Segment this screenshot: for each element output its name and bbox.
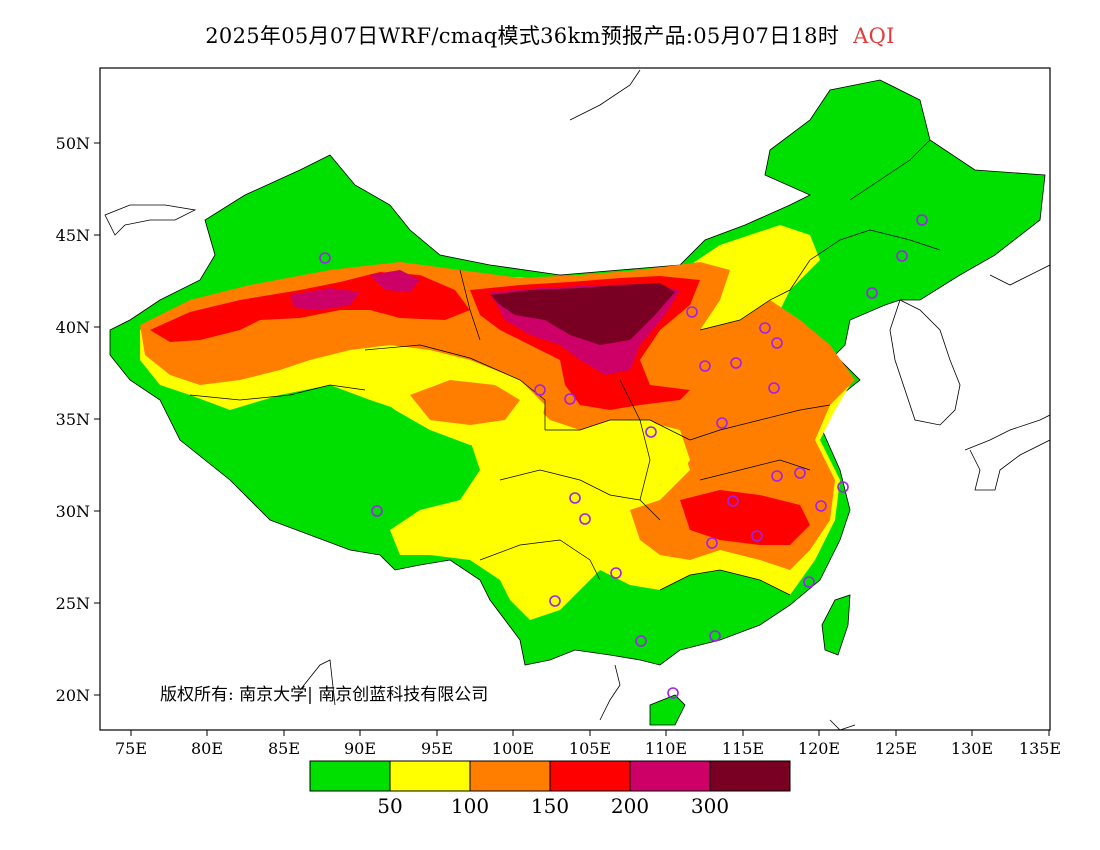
- station-marker: [706, 537, 718, 549]
- station-marker: [564, 393, 576, 405]
- taiwan-island: [821, 594, 851, 656]
- lon-tick-label: 85E: [268, 739, 300, 758]
- station-marker: [709, 630, 721, 642]
- station-marker: [730, 357, 742, 369]
- legend-label: 200: [611, 794, 649, 818]
- aqi-zone-orange-inner: [410, 380, 520, 425]
- lon-tick-label: 100E: [492, 739, 534, 758]
- legend-swatch-red: [549, 760, 631, 792]
- station-marker: [569, 492, 581, 504]
- map-area: [104, 69, 1050, 730]
- lon-tick-label: 75E: [115, 739, 147, 758]
- aqi-zone-orange: [140, 262, 855, 570]
- lon-tick-labels: 75E 80E 85E 90E 95E 100E 105E 110E 115E …: [115, 739, 1061, 758]
- lon-tick-label: 125E: [875, 739, 917, 758]
- aqi-zone-yellow-central: [590, 420, 690, 500]
- lon-tick-label: 110E: [645, 739, 687, 758]
- neighbor-coastlines: [104, 69, 1050, 730]
- lon-tick-label: 130E: [951, 739, 993, 758]
- title-main: 2025年05月07日WRF/cmaq模式36km预报产品:05月07日18时: [205, 24, 840, 48]
- legend-label: 150: [531, 794, 569, 818]
- map-title: 2025年05月07日WRF/cmaq模式36km预报产品:05月07日18时 A…: [0, 20, 1100, 50]
- station-marker: [794, 467, 806, 479]
- station-marker: [803, 576, 815, 588]
- lat-tick-label: 45N: [56, 226, 90, 245]
- legend-label: 50: [377, 794, 402, 818]
- legend-swatch-orange: [469, 760, 551, 792]
- legend-label: 100: [451, 794, 489, 818]
- station-marker: [837, 481, 849, 493]
- station-marker: [319, 252, 331, 264]
- hainan-island: [649, 694, 686, 726]
- aqi-zone-maroon: [490, 283, 675, 345]
- station-marker: [645, 426, 657, 438]
- lat-tick-label: 35N: [56, 410, 90, 429]
- legend-swatch-yellow: [389, 760, 471, 792]
- station-marker: [549, 595, 561, 607]
- station-marker: [771, 470, 783, 482]
- legend-swatch-purple: [629, 760, 711, 792]
- station-marker: [686, 306, 698, 318]
- lat-tick-label: 30N: [56, 502, 90, 521]
- lon-tick-marks: [130, 730, 1050, 736]
- station-marker: [579, 513, 591, 525]
- station-marker: [667, 687, 679, 699]
- station-marker: [759, 322, 771, 334]
- station-marker: [727, 495, 739, 507]
- lon-tick-label: 115E: [722, 739, 764, 758]
- map-frame: [99, 67, 1051, 731]
- lon-tick-label: 120E: [798, 739, 840, 758]
- lat-tick-labels: 50N 45N 40N 35N 30N 25N 20N: [56, 134, 90, 705]
- legend-label: 300: [691, 794, 729, 818]
- station-marker: [771, 337, 783, 349]
- lon-tick-label: 135E: [1019, 739, 1061, 758]
- copyright-text: 版权所有: 南京大学| 南京创蓝科技有限公司: [160, 685, 489, 705]
- legend-labels: 50 100 150 200 300: [377, 794, 729, 818]
- lat-tick-label: 20N: [56, 686, 90, 705]
- lat-tick-label: 40N: [56, 318, 90, 337]
- station-marker: [716, 417, 728, 429]
- station-marker: [768, 382, 780, 394]
- station-marker: [699, 360, 711, 372]
- lat-tick-label: 25N: [56, 594, 90, 613]
- station-marker: [916, 214, 928, 226]
- station-marker: [815, 500, 827, 512]
- station-marker: [896, 250, 908, 262]
- station-marker: [610, 567, 622, 579]
- station-marker: [751, 530, 763, 542]
- station-marker: [866, 287, 878, 299]
- title-variable: AQI: [853, 24, 895, 48]
- aqi-zone-purple-west: [290, 270, 420, 310]
- station-marker: [635, 635, 647, 647]
- legend-swatch-green: [309, 760, 391, 792]
- lat-tick-label: 50N: [56, 134, 90, 153]
- lon-tick-label: 95E: [421, 739, 453, 758]
- lon-tick-label: 80E: [191, 739, 223, 758]
- lat-tick-marks: [94, 142, 100, 696]
- lon-tick-label: 90E: [344, 739, 376, 758]
- station-markers: [319, 214, 928, 699]
- legend-swatch-maroon: [709, 760, 791, 792]
- station-marker: [534, 384, 546, 396]
- lon-tick-label: 105E: [569, 739, 611, 758]
- province-boundaries: [189, 139, 941, 596]
- aqi-legend: [309, 760, 791, 792]
- station-marker: [371, 505, 383, 517]
- aqi-zone-red-central: [680, 490, 810, 545]
